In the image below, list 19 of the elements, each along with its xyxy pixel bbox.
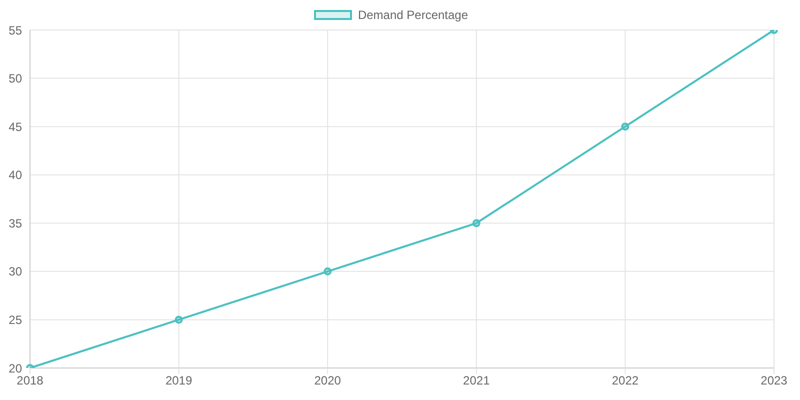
y-tick-label: 35: [8, 216, 22, 230]
y-tick-label: 45: [8, 120, 22, 134]
y-tick-label: 30: [8, 264, 22, 279]
point: [324, 267, 332, 276]
y-tick-label: 50: [8, 72, 22, 86]
x-tick-label: 2021: [463, 374, 490, 388]
point: [621, 122, 630, 131]
x-tick-label: 2022: [612, 374, 639, 388]
point: [174, 316, 183, 324]
y-tick-label: 55: [8, 23, 22, 38]
x-tick-label: 2020: [314, 374, 342, 388]
x-tick-label: 2019: [165, 374, 192, 388]
point: [472, 219, 480, 228]
y-tick-label: 20: [8, 361, 22, 376]
x-tick-label: 2023: [760, 374, 788, 388]
legend-label: Demand Percentage: [358, 8, 468, 22]
x-tick-label: 2018: [16, 374, 44, 388]
y-tick-label: 25: [8, 312, 22, 327]
y-tick-label: 40: [8, 168, 22, 182]
